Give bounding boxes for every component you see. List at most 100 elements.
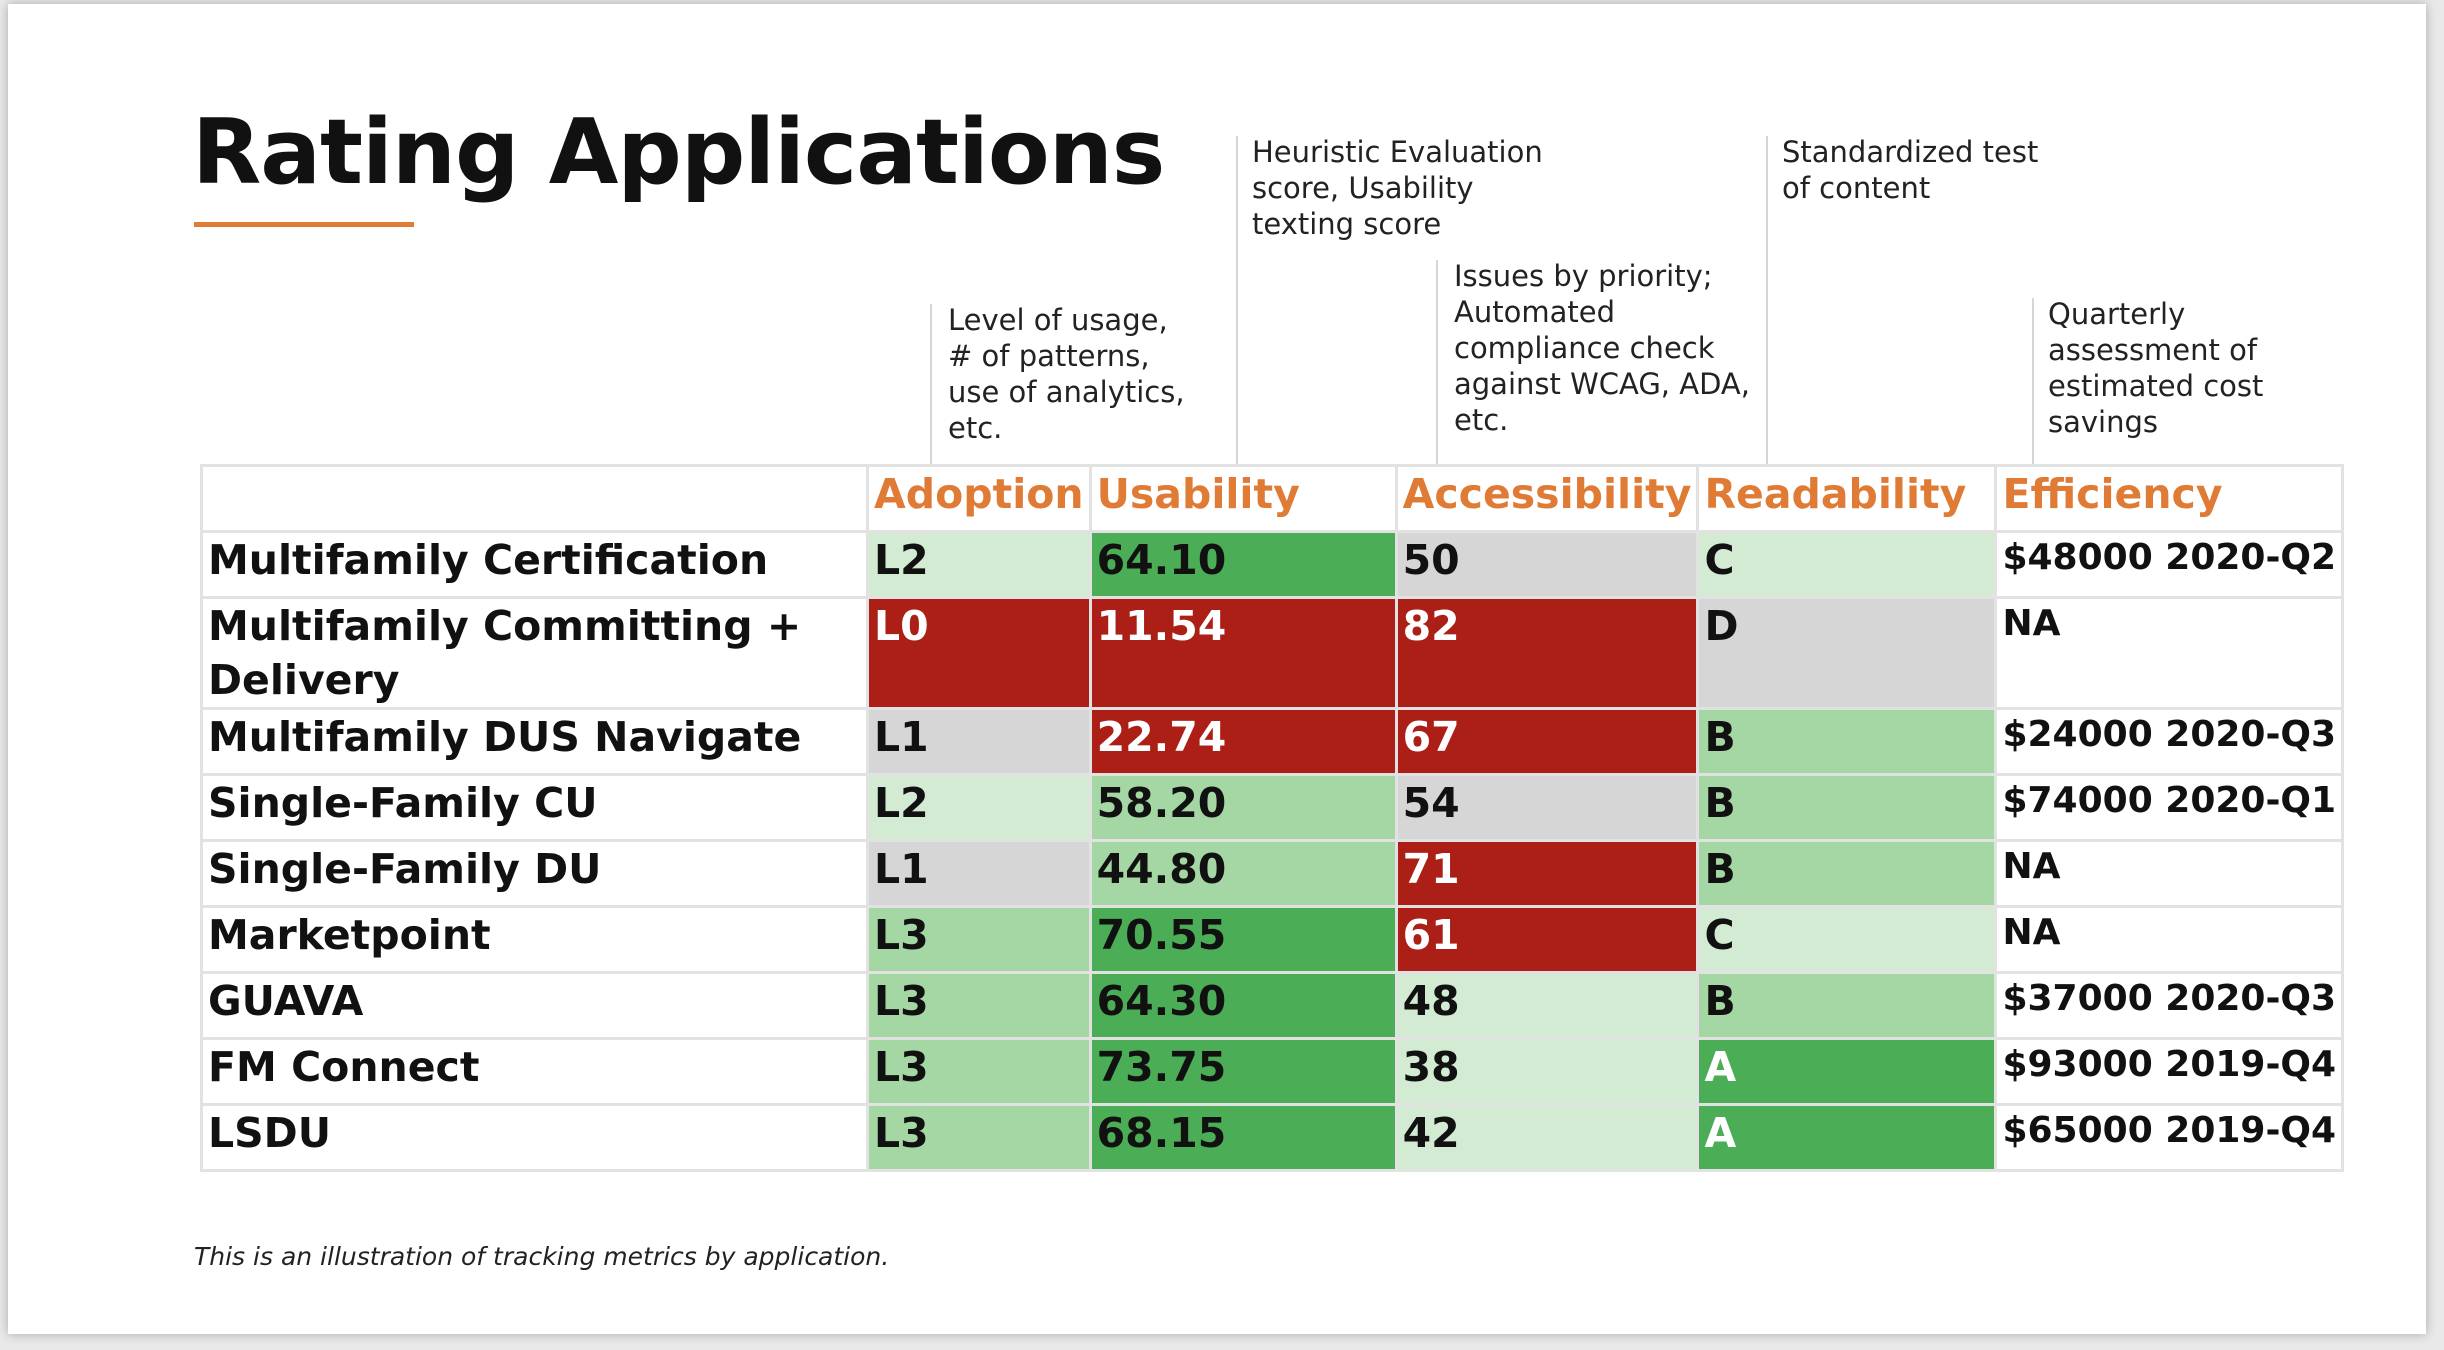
app-name: Single-Family CU xyxy=(200,773,869,842)
app-name: LSDU xyxy=(200,1103,869,1172)
note-line: texting score xyxy=(1252,207,1442,241)
app-name: Multifamily Committing + Delivery xyxy=(200,596,869,710)
accessibility-cell: 67 xyxy=(1394,707,1700,776)
accessibility-cell: 82 xyxy=(1394,596,1700,710)
header-cell-empty xyxy=(200,464,869,533)
connector-usability xyxy=(1236,136,1238,468)
readability-cell: B xyxy=(1696,839,1998,908)
efficiency-cell: NA xyxy=(1994,905,2345,974)
caption: This is an illustration of tracking metr… xyxy=(194,1242,890,1271)
efficiency-cell: $37000 2020-Q3 xyxy=(1994,971,2345,1040)
ratings-table: Adoption Usability Accessibility Readabi… xyxy=(200,464,2345,1172)
usability-cell: 73.75 xyxy=(1088,1037,1398,1106)
note-line: estimated cost xyxy=(2048,369,2264,403)
adoption-cell: L1 xyxy=(866,707,1092,776)
efficiency-cell: NA xyxy=(1994,596,2345,710)
note-line: etc. xyxy=(948,411,1003,445)
readability-cell: C xyxy=(1696,530,1998,599)
accessibility-cell: 54 xyxy=(1394,773,1700,842)
efficiency-cell: $65000 2019-Q4 xyxy=(1994,1103,2345,1172)
usability-cell: 64.30 xyxy=(1088,971,1398,1040)
header-readability: Readability xyxy=(1696,464,1998,533)
adoption-cell: L3 xyxy=(866,1103,1092,1172)
adoption-cell: L2 xyxy=(866,530,1092,599)
table-row: LSDU L3 68.15 42 A $65000 2019-Q4 xyxy=(200,1103,2345,1172)
readability-cell: C xyxy=(1696,905,1998,974)
note-line: use of analytics, xyxy=(948,375,1185,409)
accessibility-cell: 48 xyxy=(1394,971,1700,1040)
readability-cell: A xyxy=(1696,1037,1998,1106)
accessibility-cell: 50 xyxy=(1394,530,1700,599)
note-line: etc. xyxy=(1454,403,1509,437)
page-title: Rating Applications xyxy=(192,100,1165,205)
note-line: Quarterly xyxy=(2048,297,2186,331)
usability-cell: 44.80 xyxy=(1088,839,1398,908)
title-underline xyxy=(194,222,414,227)
note-usability: Heuristic Evaluation score, Usability te… xyxy=(1252,134,1543,242)
header-row: Adoption Usability Accessibility Readabi… xyxy=(200,464,2345,533)
table-row: Multifamily DUS Navigate L1 22.74 67 B $… xyxy=(200,707,2345,776)
adoption-cell: L2 xyxy=(866,773,1092,842)
table-row: Single-Family DU L1 44.80 71 B NA xyxy=(200,839,2345,908)
note-readability: Standardized test of content xyxy=(1782,134,2038,206)
efficiency-cell: $93000 2019-Q4 xyxy=(1994,1037,2345,1106)
efficiency-cell: $24000 2020-Q3 xyxy=(1994,707,2345,776)
table-row: Multifamily Certification L2 64.10 50 C … xyxy=(200,530,2345,599)
table-row: Single-Family CU L2 58.20 54 B $74000 20… xyxy=(200,773,2345,842)
app-name: Multifamily DUS Navigate xyxy=(200,707,869,776)
connector-efficiency xyxy=(2032,298,2034,468)
note-line: Standardized test xyxy=(1782,135,2039,169)
adoption-cell: L3 xyxy=(866,905,1092,974)
header-efficiency: Efficiency xyxy=(1994,464,2345,533)
note-line: of content xyxy=(1782,171,1931,205)
slide: Rating Applications Level of usage, # of… xyxy=(8,4,2426,1334)
efficiency-cell: NA xyxy=(1994,839,2345,908)
accessibility-cell: 71 xyxy=(1394,839,1700,908)
accessibility-cell: 42 xyxy=(1394,1103,1700,1172)
note-accessibility: Issues by priority; Automated compliance… xyxy=(1454,258,1750,438)
connector-adoption xyxy=(930,304,932,468)
readability-cell: B xyxy=(1696,707,1998,776)
accessibility-cell: 38 xyxy=(1394,1037,1700,1106)
usability-cell: 64.10 xyxy=(1088,530,1398,599)
header-adoption: Adoption xyxy=(866,464,1092,533)
note-line: savings xyxy=(2048,405,2158,439)
note-line: against WCAG, ADA, xyxy=(1454,367,1750,401)
readability-cell: B xyxy=(1696,971,1998,1040)
efficiency-cell: $74000 2020-Q1 xyxy=(1994,773,2345,842)
usability-cell: 70.55 xyxy=(1088,905,1398,974)
note-line: Automated xyxy=(1454,295,1615,329)
app-name: GUAVA xyxy=(200,971,869,1040)
app-name: Multifamily Certification xyxy=(200,530,869,599)
app-name: FM Connect xyxy=(200,1037,869,1106)
note-line: # of patterns, xyxy=(948,339,1150,373)
note-line: Level of usage, xyxy=(948,303,1168,337)
usability-cell: 68.15 xyxy=(1088,1103,1398,1172)
table-row: Multifamily Committing + Delivery L0 11.… xyxy=(200,596,2345,710)
adoption-cell: L0 xyxy=(866,596,1092,710)
usability-cell: 58.20 xyxy=(1088,773,1398,842)
header-accessibility: Accessibility xyxy=(1394,464,1700,533)
accessibility-cell: 61 xyxy=(1394,905,1700,974)
app-name: Marketpoint xyxy=(200,905,869,974)
note-line: Heuristic Evaluation xyxy=(1252,135,1543,169)
readability-cell: D xyxy=(1696,596,1998,710)
note-line: Issues by priority; xyxy=(1454,259,1713,293)
readability-cell: B xyxy=(1696,773,1998,842)
efficiency-cell: $48000 2020-Q2 xyxy=(1994,530,2345,599)
usability-cell: 11.54 xyxy=(1088,596,1398,710)
note-line: compliance check xyxy=(1454,331,1715,365)
readability-cell: A xyxy=(1696,1103,1998,1172)
note-adoption: Level of usage, # of patterns, use of an… xyxy=(948,302,1185,446)
app-name: Single-Family DU xyxy=(200,839,869,908)
note-efficiency: Quarterly assessment of estimated cost s… xyxy=(2048,296,2263,440)
note-line: score, Usability xyxy=(1252,171,1474,205)
table-row: Marketpoint L3 70.55 61 C NA xyxy=(200,905,2345,974)
usability-cell: 22.74 xyxy=(1088,707,1398,776)
note-line: assessment of xyxy=(2048,333,2258,367)
adoption-cell: L1 xyxy=(866,839,1092,908)
connector-readability xyxy=(1766,136,1768,468)
header-usability: Usability xyxy=(1088,464,1398,533)
adoption-cell: L3 xyxy=(866,1037,1092,1106)
connector-accessibility xyxy=(1436,260,1438,468)
